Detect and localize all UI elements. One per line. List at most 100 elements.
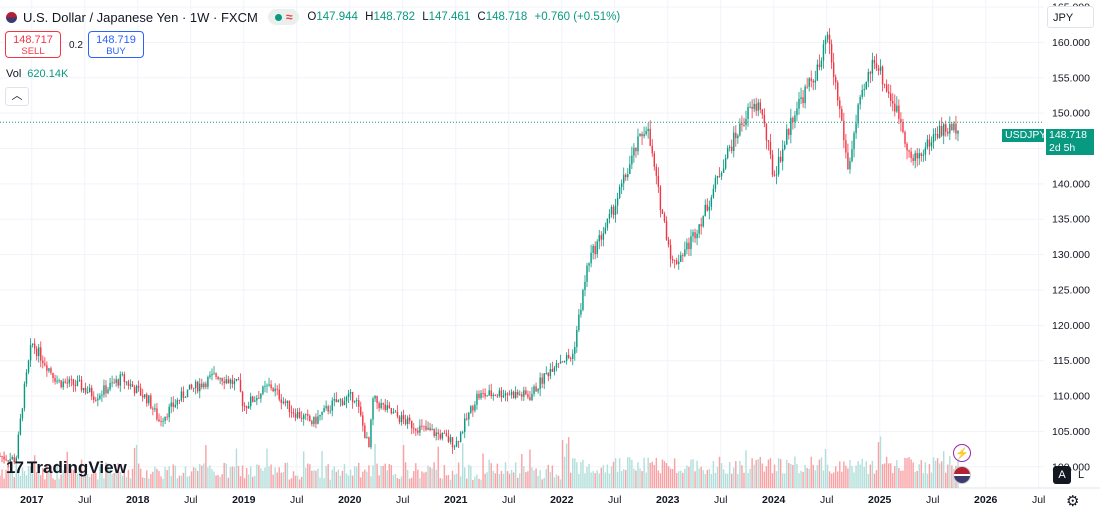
candle-body xyxy=(826,34,829,40)
volume-bar xyxy=(671,468,674,488)
candle-body xyxy=(27,360,30,373)
candle-body xyxy=(74,385,77,387)
candle-body xyxy=(337,399,340,403)
candle-body xyxy=(38,347,40,357)
candle-body xyxy=(486,395,488,397)
volume-bar xyxy=(539,470,541,488)
candle-body xyxy=(84,388,87,393)
volume-bar xyxy=(88,477,91,488)
candle-body xyxy=(853,133,855,150)
volume-bar xyxy=(451,470,454,488)
volume-bar xyxy=(812,464,814,488)
volume-bar xyxy=(629,457,631,488)
volume-bar xyxy=(268,466,270,488)
candle-body xyxy=(845,140,847,153)
price-axis[interactable]: 100.000105.000110.000115.000120.000125.0… xyxy=(1052,2,1090,474)
auto-scale-button[interactable]: A xyxy=(1053,466,1071,484)
candle-body xyxy=(525,390,527,395)
volume-bar xyxy=(675,472,678,488)
volume-bar xyxy=(873,473,876,488)
volume-bar xyxy=(266,448,268,488)
candle-body xyxy=(207,377,209,387)
candle-body xyxy=(107,389,109,394)
volume-bar xyxy=(763,471,766,488)
candle-body xyxy=(17,434,20,458)
candle-body xyxy=(563,360,566,363)
candle-body xyxy=(105,385,107,394)
volume-bar xyxy=(506,471,509,488)
candle-body xyxy=(769,141,772,155)
volume-bar xyxy=(653,464,655,488)
volume-bar xyxy=(924,462,927,488)
volume-bar xyxy=(398,478,401,488)
x-tick-label: 2021 xyxy=(444,494,468,506)
volume-bar xyxy=(883,463,886,488)
volume-bar xyxy=(755,460,757,488)
volume-bar xyxy=(286,462,289,488)
volume-bar xyxy=(892,473,894,488)
candle-body xyxy=(245,406,248,409)
gear-icon[interactable]: ⚙ xyxy=(1066,493,1080,510)
candle-body xyxy=(775,174,778,176)
volume-bar xyxy=(655,457,658,488)
candle-body xyxy=(737,135,739,139)
volume-bar xyxy=(743,472,745,488)
candle-body xyxy=(598,235,600,242)
volume-bar xyxy=(141,477,144,488)
candle-body xyxy=(445,433,448,436)
candle-body xyxy=(247,406,250,409)
candle-body xyxy=(264,386,266,388)
volume-bar xyxy=(625,469,627,488)
time-axis[interactable]: 2017 Jul 2018 Jul 2019 Jul 2020 Jul 2021 Jul 2022 J… xyxy=(20,494,1045,506)
candle-body xyxy=(152,408,154,410)
candle-body xyxy=(584,281,586,290)
candle-body xyxy=(402,415,405,420)
candle-body xyxy=(553,367,556,372)
x-tick-label: 2018 xyxy=(126,494,150,506)
volume-bar xyxy=(726,473,729,488)
volume-bar xyxy=(207,467,209,488)
candle-body xyxy=(537,389,539,392)
candle-body xyxy=(305,414,307,416)
sell-button[interactable]: 148.717 SELL xyxy=(5,31,61,58)
volume-bar xyxy=(453,474,456,488)
candle-body xyxy=(192,387,195,389)
candle-body xyxy=(490,390,492,397)
candle-body xyxy=(176,400,179,405)
candle-body xyxy=(400,415,403,423)
volume-bar xyxy=(70,468,73,488)
volume-bar xyxy=(60,474,62,488)
volume-bar xyxy=(190,471,193,488)
lightning-icon[interactable]: ⚡ xyxy=(953,444,971,462)
volume-bar xyxy=(761,463,764,488)
market-open-dot-icon xyxy=(274,13,282,21)
candle-body xyxy=(451,437,454,448)
buy-button[interactable]: 148.719 BUY xyxy=(88,31,144,58)
candle-body xyxy=(688,242,690,250)
volume-bar xyxy=(464,467,466,488)
candle-body xyxy=(423,425,425,427)
volume-bar xyxy=(152,471,154,488)
candle-body xyxy=(372,398,374,420)
chevron-up-icon[interactable]: ︿ xyxy=(5,87,29,106)
market-status[interactable]: ≈ xyxy=(267,9,300,25)
tradingview-logo[interactable]: 17 TradingView xyxy=(6,458,127,478)
us-flag-icon[interactable] xyxy=(953,466,971,484)
volume-bar xyxy=(368,465,370,488)
volume-bar xyxy=(213,471,215,488)
candle-body xyxy=(286,400,289,404)
log-scale-button[interactable]: L xyxy=(1078,469,1085,481)
volume-bar xyxy=(947,464,949,488)
volume-bar xyxy=(239,476,242,488)
candle-body xyxy=(345,397,348,402)
volume-bar xyxy=(845,465,847,488)
currency-selector[interactable]: JPY xyxy=(1047,6,1094,28)
candle-body xyxy=(798,98,800,109)
candle-body xyxy=(492,394,494,397)
candle-body xyxy=(796,108,798,116)
volume-bar xyxy=(402,445,405,488)
symbol-title[interactable]: U.S. Dollar / Japanese Yen · 1W · FXCM xyxy=(23,9,258,25)
candle-body xyxy=(315,416,317,424)
candle-body xyxy=(574,347,576,354)
